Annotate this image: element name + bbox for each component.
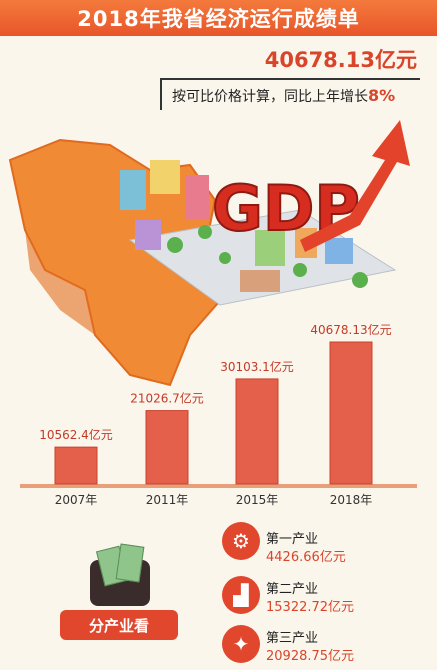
- page-title: 2018年我省经济运行成绩单: [0, 0, 437, 36]
- sector-name-2: 第二产业: [266, 582, 319, 597]
- sector-badge: 分产业看: [60, 610, 178, 640]
- factory-icon: ▟: [222, 576, 260, 614]
- note-connector: [160, 80, 162, 110]
- gdp-illustration: GDP: [8, 120, 410, 387]
- sector-value-3: 20928.75亿元: [266, 649, 355, 664]
- building-icons: [120, 160, 353, 292]
- data-label-1: 10562.4亿元: [39, 427, 113, 442]
- growth-text: 按可比价格计算，同比上年增长: [172, 89, 368, 105]
- x-tick-label-4: 2018年: [330, 493, 373, 507]
- gdp-total: 40678.13亿元: [264, 48, 417, 72]
- sector-value-2: 15322.72亿元: [266, 600, 355, 615]
- banknote-icon: [115, 543, 145, 583]
- map-shade: [25, 230, 95, 335]
- gear-icon: ⚙: [222, 522, 260, 560]
- x-tick-label-2: 2011年: [146, 493, 189, 507]
- rising-arrow-icon: [300, 120, 410, 252]
- bar-1: [54, 446, 98, 485]
- x-tick-label-1: 2007年: [55, 493, 98, 507]
- sector-name-1: 第一产业: [266, 532, 319, 547]
- sector-value-1: 4426.66亿元: [266, 550, 346, 565]
- note-underline: [160, 78, 420, 80]
- growth-pct: 8%: [368, 86, 396, 105]
- bar-2: [145, 410, 189, 485]
- tree-icons: [167, 225, 368, 288]
- service-icon: ✦: [222, 625, 260, 663]
- sector-name-3: 第三产业: [266, 631, 319, 646]
- x-tick-label-3: 2015年: [236, 493, 279, 507]
- x-axis: [20, 484, 417, 488]
- growth-note: 按可比价格计算，同比上年增长8%: [172, 86, 395, 106]
